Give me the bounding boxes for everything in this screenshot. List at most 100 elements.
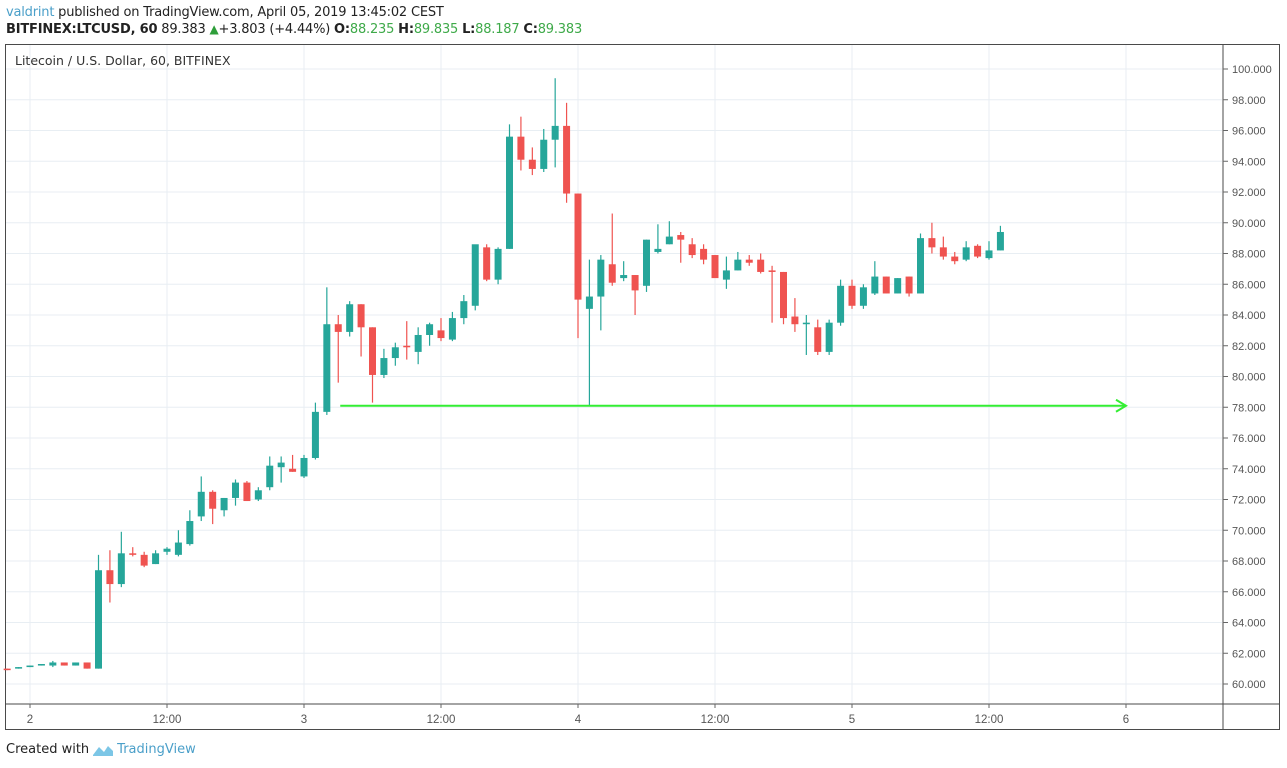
candle: [266, 465, 274, 488]
candle: [734, 259, 742, 271]
candle: [346, 304, 354, 332]
price-tick-label: 84.000: [1232, 310, 1266, 322]
high-value: 89.835: [413, 22, 459, 37]
time-tick-label: 12:00: [153, 714, 182, 726]
footer: Created with TradingView: [6, 742, 196, 757]
candle: [802, 322, 810, 325]
candle: [985, 250, 993, 259]
candle: [962, 247, 970, 260]
candle: [917, 238, 924, 294]
price-change: +3.803 (+4.44%): [218, 22, 331, 37]
candle: [939, 247, 947, 257]
candle: [357, 304, 365, 328]
up-triangle-icon: ▲: [209, 22, 219, 36]
candle: [974, 245, 982, 257]
close-value: 89.383: [537, 22, 583, 37]
candle: [174, 542, 182, 555]
price-tick-label: 66.000: [1232, 587, 1266, 599]
candle: [825, 322, 833, 352]
candle: [243, 482, 251, 502]
candle: [528, 159, 536, 169]
candle: [631, 275, 639, 291]
published-text: published on TradingView.com, April 05, …: [54, 5, 444, 20]
candle: [152, 553, 160, 565]
candle: [448, 318, 456, 340]
candle: [163, 548, 171, 552]
candle: [220, 497, 228, 511]
candle: [848, 285, 856, 306]
candle: [49, 662, 57, 666]
price-tick-label: 86.000: [1232, 279, 1266, 291]
candle: [129, 553, 137, 555]
symbol-info: BITFINEX:LTCUSD, 60 89.383 ▲+3.803 (+4.4…: [6, 22, 582, 37]
candle: [620, 275, 628, 279]
open-label: O:: [334, 22, 350, 37]
candle: [859, 287, 867, 306]
candle: [3, 668, 11, 671]
price-tick-label: 92.000: [1232, 187, 1266, 199]
candle: [597, 259, 605, 297]
candle: [894, 278, 902, 294]
candle: [391, 347, 399, 359]
price-tick-label: 80.000: [1232, 372, 1266, 384]
candle: [814, 327, 822, 352]
candle: [711, 255, 719, 279]
candle: [460, 301, 468, 319]
candle: [585, 296, 593, 309]
candle: [791, 316, 799, 325]
candle: [232, 482, 239, 498]
time-axis[interactable]: 2 12:00 3 12:00 4 12:00 5 12:00 6: [27, 704, 1129, 726]
price-tick-label: 60.000: [1232, 679, 1266, 691]
price-axis[interactable]: 100.000 98.000 96.000 94.000 92.000 90.000 88.…: [1223, 64, 1272, 691]
symbol-label: BITFINEX:LTCUSD, 60: [6, 22, 158, 37]
candle: [254, 490, 262, 500]
candle: [37, 664, 45, 666]
price-tick-label: 72.000: [1232, 495, 1266, 507]
price-tick-label: 76.000: [1232, 433, 1266, 445]
publish-info: valdrint published on TradingView.com, A…: [6, 5, 444, 20]
candle: [323, 324, 331, 412]
candle: [83, 662, 91, 669]
price-tick-label: 90.000: [1232, 218, 1266, 230]
candle: [563, 125, 571, 194]
support-arrow: [340, 398, 1128, 413]
chart-grid: [6, 45, 1222, 703]
price-tick-label: 78.000: [1232, 402, 1266, 414]
candle: [654, 248, 662, 252]
candle: [140, 554, 148, 566]
candle: [334, 324, 342, 332]
price-tick-label: 64.000: [1232, 618, 1266, 630]
last-price: 89.383: [161, 22, 206, 37]
candle: [905, 276, 913, 294]
candle: [186, 521, 194, 545]
low-value: 88.187: [475, 22, 520, 37]
candle: [768, 270, 776, 272]
candle: [996, 231, 1004, 251]
time-tick-label: 12:00: [701, 714, 730, 726]
time-tick-label: 5: [849, 714, 855, 726]
price-tick-label: 100.000: [1232, 64, 1272, 76]
author-link[interactable]: valdrint: [6, 5, 55, 20]
candle: [471, 244, 479, 306]
candle: [117, 553, 125, 585]
candle: [871, 276, 879, 294]
time-tick-label: 2: [27, 714, 33, 726]
open-value: 88.235: [349, 22, 395, 37]
time-tick-label: 12:00: [427, 714, 456, 726]
candles: [3, 78, 1004, 671]
candle: [72, 662, 80, 666]
price-tick-label: 98.000: [1232, 95, 1266, 107]
candle: [60, 662, 68, 666]
created-with-text: Created with: [6, 742, 90, 757]
candle: [483, 247, 491, 280]
tradingview-brand-link[interactable]: TradingView: [117, 742, 196, 757]
candle: [300, 457, 308, 477]
candle: [106, 570, 114, 585]
candle: [26, 665, 34, 668]
candle: [540, 139, 548, 169]
candle: [608, 264, 616, 283]
candle: [506, 136, 513, 249]
candle: [643, 239, 650, 286]
price-tick-label: 96.000: [1232, 126, 1266, 138]
